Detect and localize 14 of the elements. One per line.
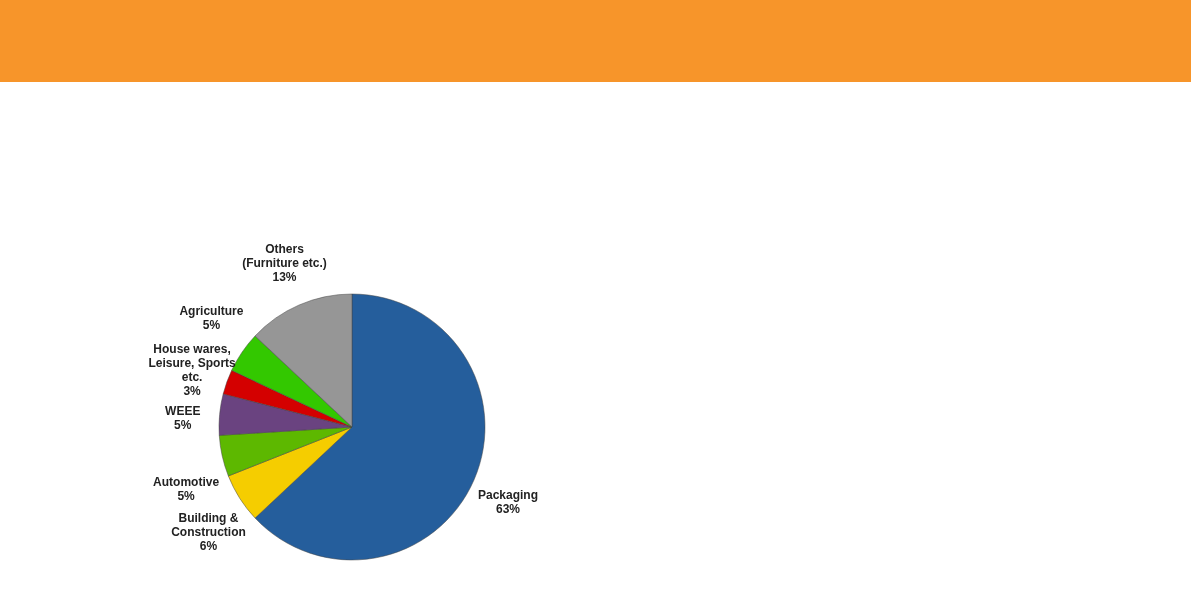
slice-label: Packaging bbox=[478, 487, 539, 502]
data-label: 13% bbox=[272, 269, 297, 284]
data-label: 5% bbox=[202, 318, 221, 333]
slice-label: Automotive bbox=[153, 475, 220, 490]
slice-label: Agriculture bbox=[179, 304, 244, 319]
data-label: 3% bbox=[183, 384, 202, 399]
data-label: 6% bbox=[199, 539, 218, 554]
data-label: 63% bbox=[496, 501, 521, 516]
slice-label: Others (Furniture etc.) bbox=[242, 241, 327, 270]
slice-label: WEEE bbox=[165, 404, 201, 418]
slice-label: Building & Construction bbox=[171, 511, 246, 540]
data-label: 5% bbox=[177, 489, 196, 504]
data-label: 5% bbox=[174, 418, 192, 432]
slice-label: House wares, Leisure, Sports etc. bbox=[148, 342, 237, 385]
